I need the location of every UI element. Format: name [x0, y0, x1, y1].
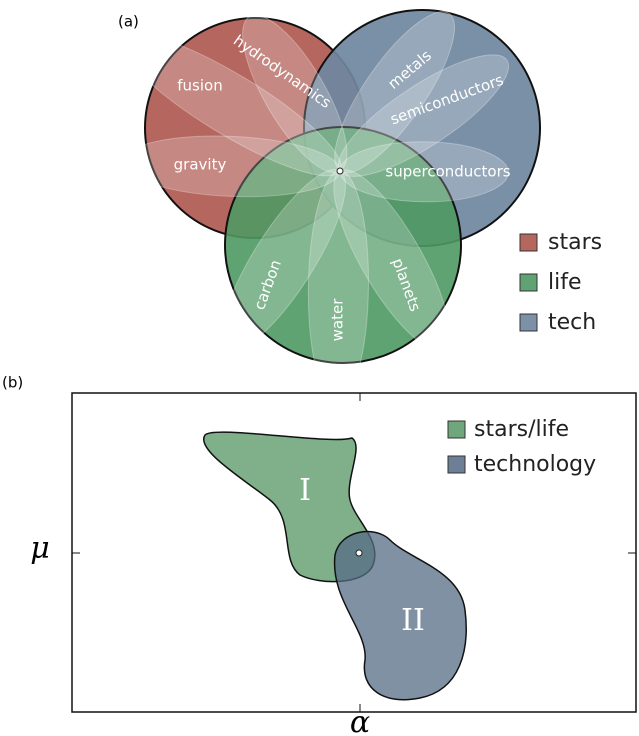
figure: (a) hydrodynamicsfusiongravitymetalssemi… [0, 0, 639, 736]
panel-label: (b) [2, 374, 23, 392]
panel-label: (a) [118, 13, 139, 31]
center-dot [356, 550, 362, 556]
legend-swatch [448, 456, 465, 473]
legend-label: stars/life [474, 417, 569, 442]
legend-label: life [548, 270, 582, 295]
region-label: I [299, 473, 311, 508]
legend-label: stars [548, 230, 602, 255]
legend-swatch [448, 421, 465, 438]
petal-label: gravity [174, 156, 227, 174]
x-axis-label: α [350, 705, 370, 736]
petal-label: superconductors [385, 163, 510, 181]
y-axis-label: μ [30, 531, 50, 566]
legend-label: technology [474, 452, 596, 477]
petal-label: water [329, 298, 347, 342]
legend-b: stars/life technology [448, 417, 596, 477]
petal-label: fusion [177, 77, 222, 95]
legend-swatch [520, 234, 537, 251]
legend-swatch [520, 314, 537, 331]
center-dot [337, 168, 343, 174]
legend-a: stars life tech [520, 230, 602, 335]
legend-label: tech [548, 310, 596, 335]
legend-swatch [520, 274, 537, 291]
region-label: II [401, 603, 425, 638]
